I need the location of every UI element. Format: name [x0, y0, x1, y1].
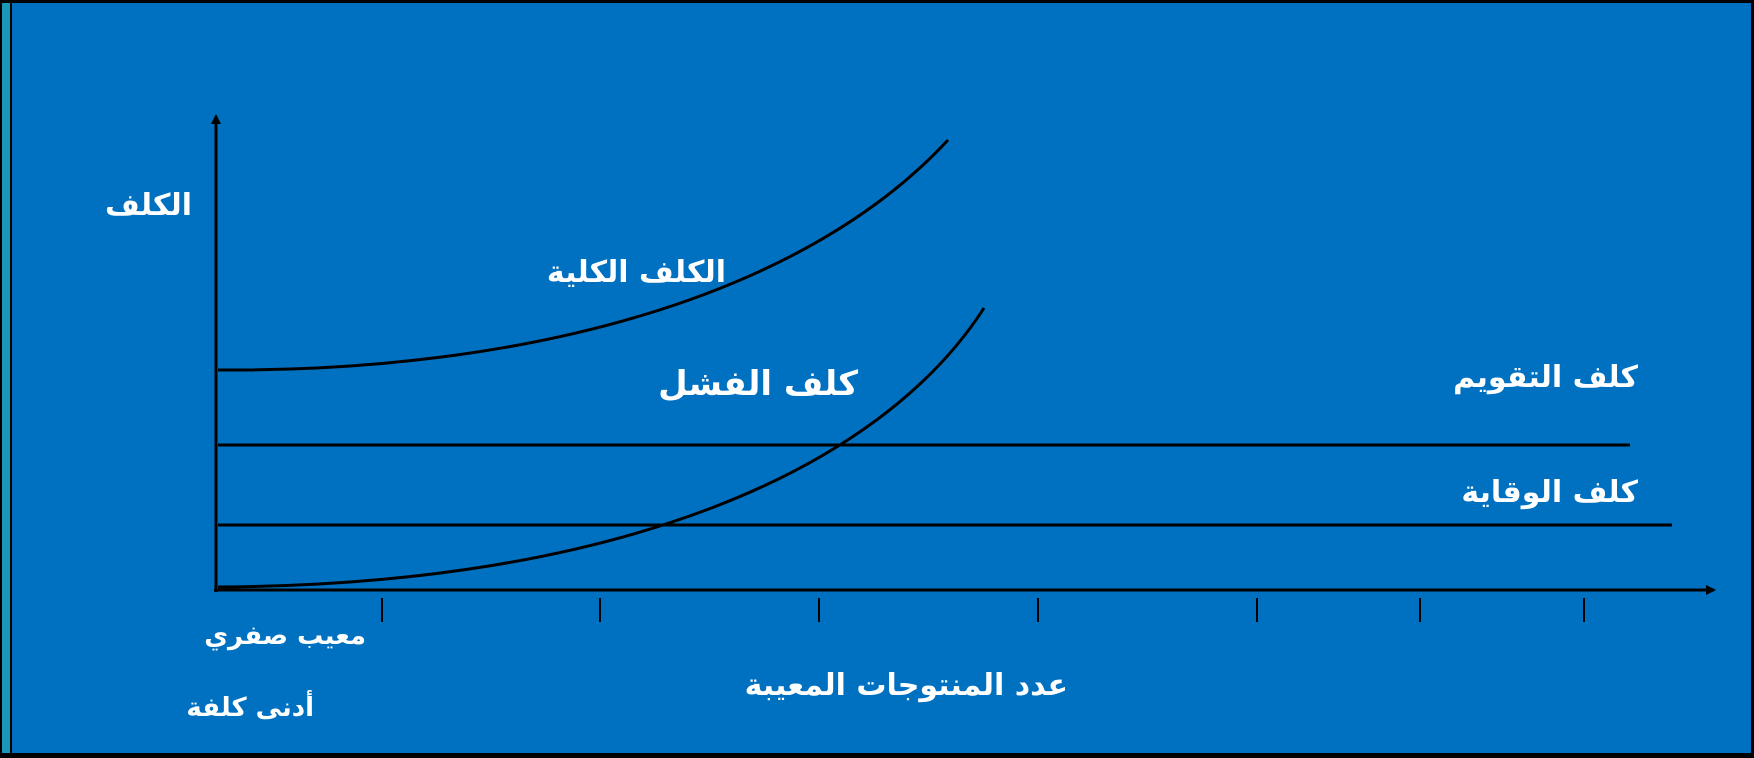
origin-label-minimum-cost: أدنى كلفة	[186, 690, 314, 723]
appraisal-cost-label: كلف التقويم	[1453, 360, 1638, 395]
slide-frame-right	[1751, 0, 1754, 758]
total-cost-label: الكلف الكلية	[547, 255, 726, 290]
total-cost-curve	[217, 138, 950, 372]
y-axis-label: الكلف	[105, 188, 192, 223]
slide-frame-left	[0, 0, 12, 758]
x-axis-label: عدد المنتوجات المعيبة	[745, 668, 1068, 703]
x-axis-ticks	[381, 598, 1585, 622]
prevention-cost-label: كلف الوقاية	[1461, 475, 1638, 510]
failure-cost-curve	[217, 307, 986, 589]
slide-frame-bottom	[0, 753, 1754, 758]
slide-frame-top	[0, 0, 1754, 3]
failure-cost-label: كلف الفشل	[658, 364, 858, 404]
origin-label-zero-defect: معيب صفري	[204, 621, 366, 651]
